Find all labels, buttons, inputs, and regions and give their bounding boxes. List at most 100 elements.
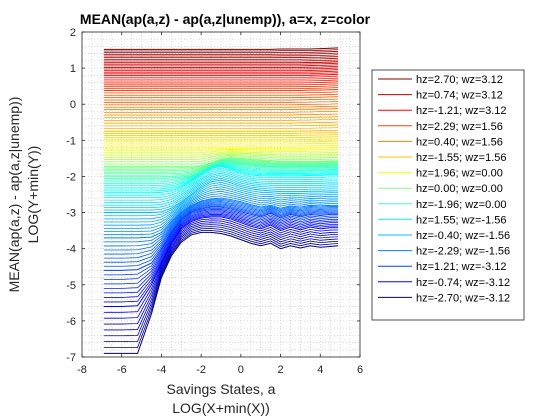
interpolated-line [103, 176, 339, 208]
interpolated-line [103, 214, 339, 298]
interpolated-line [103, 202, 339, 255]
legend-entry-label: hz=1.96; wz=0.00 [416, 168, 503, 180]
interpolated-line [103, 150, 339, 154]
interpolated-line [103, 165, 339, 192]
series-line-3 [103, 88, 339, 91]
interpolated-line [103, 50, 339, 54]
interpolated-line [103, 77, 339, 80]
y-axis-label: MEAN(ap(a,z) - ap(a,z|unemp)) [6, 97, 22, 293]
interpolated-line [103, 91, 339, 94]
y-tick-label: -4 [66, 244, 76, 256]
y-axis-label-secondary: LOG(Y+min(Y)) [25, 146, 41, 244]
interpolated-line [103, 148, 339, 151]
interpolated-line [103, 81, 339, 84]
legend-entry-label: hz=1.21; wz=-3.12 [416, 261, 507, 273]
interpolated-line [103, 103, 339, 106]
interpolated-line [103, 211, 339, 289]
x-tick-label: -6 [117, 364, 127, 376]
interpolated-line [103, 87, 339, 89]
legend-entry-label: hz=2.29; wz=1.56 [416, 121, 503, 133]
interpolated-line [103, 172, 339, 204]
series-line-6 [103, 147, 339, 149]
interpolated-line [103, 59, 339, 62]
interpolated-line [103, 167, 339, 196]
interpolated-line [103, 160, 339, 176]
interpolated-line [103, 96, 339, 99]
x-tick-label: 0 [238, 364, 244, 376]
legend-entry-label: hz=-2.70; wz=-3.12 [416, 292, 510, 304]
interpolated-line [103, 171, 339, 201]
interpolated-line [103, 127, 339, 129]
y-tick-label: -1 [66, 135, 76, 147]
interpolated-line [103, 62, 339, 65]
series-line-4 [103, 108, 339, 111]
x-tick-label: -8 [77, 364, 87, 376]
interpolated-line [103, 67, 339, 70]
interpolated-line [103, 79, 339, 82]
interpolated-line [103, 69, 339, 71]
interpolated-line [103, 124, 339, 127]
legend-entry-label: hz=0.00; wz=0.00 [416, 183, 503, 195]
interpolated-line [103, 210, 339, 285]
interpolated-line [103, 152, 339, 158]
interpolated-line [103, 110, 339, 113]
interpolated-line [103, 162, 339, 183]
interpolated-line [103, 116, 339, 119]
legend-entry-label: hz=-1.55; wz=1.56 [416, 152, 507, 164]
series-line-13 [103, 216, 339, 307]
legend-entry-label: hz=-0.74; wz=-3.12 [416, 277, 510, 289]
interpolated-line [103, 212, 339, 294]
legend-entry-label: hz=0.40; wz=1.56 [416, 136, 503, 148]
interpolated-line [103, 163, 339, 186]
series-line-12 [103, 206, 339, 271]
interpolated-line [103, 159, 339, 173]
series-line-8 [103, 161, 339, 179]
interpolated-line [103, 100, 339, 103]
plot-area-frame [81, 31, 361, 358]
interpolated-line [103, 198, 339, 243]
chart-title: MEAN(ap(a,z) - ap(a,z|unemp)), a=x, z=co… [80, 11, 371, 27]
interpolated-line [103, 199, 339, 247]
interpolated-line [103, 151, 339, 156]
series-line-14 [103, 231, 339, 354]
x-tick-label: -2 [196, 364, 206, 376]
interpolated-line [103, 201, 339, 251]
legend-entry-label: hz=-0.40; wz=-1.56 [416, 230, 510, 242]
x-axis-label-secondary: LOG(X+min(X)) [172, 400, 270, 416]
y-tick-label: -3 [66, 208, 76, 220]
interpolated-line [103, 54, 339, 57]
interpolated-line [103, 203, 339, 259]
interpolated-line [103, 93, 339, 96]
interpolated-line [103, 56, 339, 59]
legend-entry-label: hz=-2.29; wz=-1.56 [416, 246, 510, 258]
interpolated-line [103, 181, 339, 217]
interpolated-line [103, 220, 339, 319]
interpolated-line [103, 164, 339, 190]
interpolated-line [103, 157, 339, 169]
legend-entry-label: hz=-1.21; wz=3.12 [416, 105, 507, 117]
y-tick-label: -2 [66, 171, 76, 183]
interpolated-line [103, 205, 339, 267]
interpolated-line [103, 113, 339, 116]
interpolated-line [103, 65, 339, 68]
interpolated-line [103, 49, 339, 52]
y-tick-label: 1 [70, 63, 76, 75]
interpolated-line [103, 134, 339, 136]
interpolated-line [103, 161, 339, 178]
x-tick-label: 6 [357, 364, 363, 376]
interpolated-line [103, 85, 339, 88]
legend-entry-label: hz=0.74; wz=3.12 [416, 90, 503, 102]
interpolated-line [103, 215, 339, 303]
series-line-2 [103, 73, 339, 76]
interpolated-line [103, 188, 339, 226]
interpolated-line [103, 193, 339, 232]
interpolated-line [103, 164, 339, 188]
interpolated-line [103, 186, 339, 223]
interpolated-line [103, 222, 339, 325]
interpolated-line [103, 224, 339, 331]
interpolated-line [103, 228, 339, 343]
interpolated-line [103, 131, 339, 134]
x-tick-label: 4 [317, 364, 323, 376]
legend-entry-label: hz=1.55; wz=-1.56 [416, 214, 507, 226]
interpolated-line [103, 184, 339, 220]
